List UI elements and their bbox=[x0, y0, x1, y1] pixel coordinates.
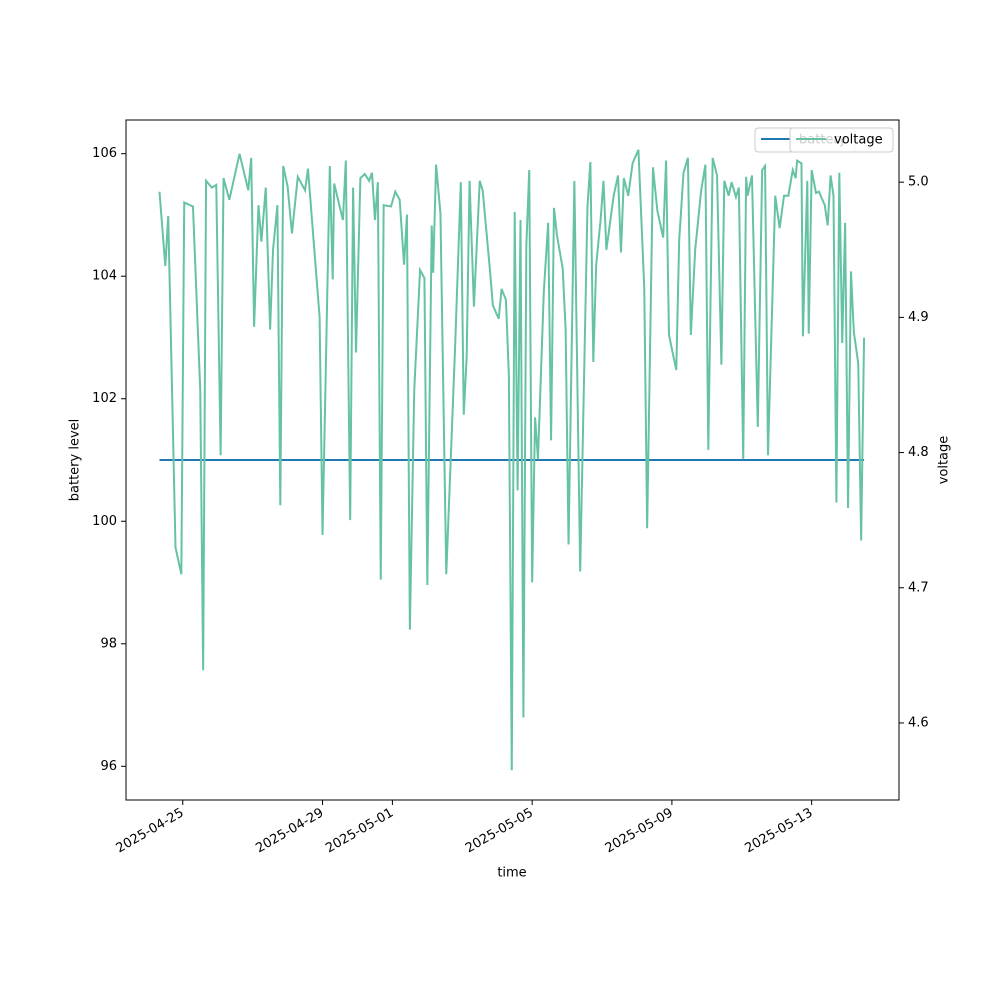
y2-tick-label: 4.9 bbox=[908, 310, 929, 325]
y2-tick-label: 4.6 bbox=[908, 715, 929, 730]
x-tick-label: 2025-05-13 bbox=[742, 806, 815, 857]
y-tick-label: 98 bbox=[100, 636, 117, 651]
y2-tick-label: 5.0 bbox=[908, 175, 929, 190]
x-axis-label: time bbox=[497, 866, 526, 881]
x-tick-label: 2025-04-25 bbox=[114, 806, 187, 857]
x-tick-label: 2025-04-29 bbox=[253, 806, 326, 857]
series-line bbox=[158, 149, 866, 771]
y2-tick-label: 4.7 bbox=[908, 580, 929, 595]
y-tick-label: 102 bbox=[92, 391, 117, 406]
y2-tick-label: 4.8 bbox=[908, 445, 929, 460]
legend-label: voltage bbox=[834, 133, 883, 148]
y2-axis-label: voltage bbox=[937, 436, 952, 485]
y-tick-label: 100 bbox=[92, 514, 117, 529]
y-tick-label: 106 bbox=[92, 146, 117, 161]
y-tick-label: 96 bbox=[100, 759, 117, 774]
x-tick-label: 2025-05-01 bbox=[323, 806, 396, 857]
plot-frame bbox=[125, 119, 900, 801]
x-tick-label: 2025-05-09 bbox=[603, 806, 676, 857]
x-tick-label: 2025-05-05 bbox=[463, 806, 536, 857]
legend-frame bbox=[789, 127, 894, 153]
y-axis-label: battery level bbox=[68, 419, 83, 502]
y-tick-label: 104 bbox=[92, 269, 117, 284]
